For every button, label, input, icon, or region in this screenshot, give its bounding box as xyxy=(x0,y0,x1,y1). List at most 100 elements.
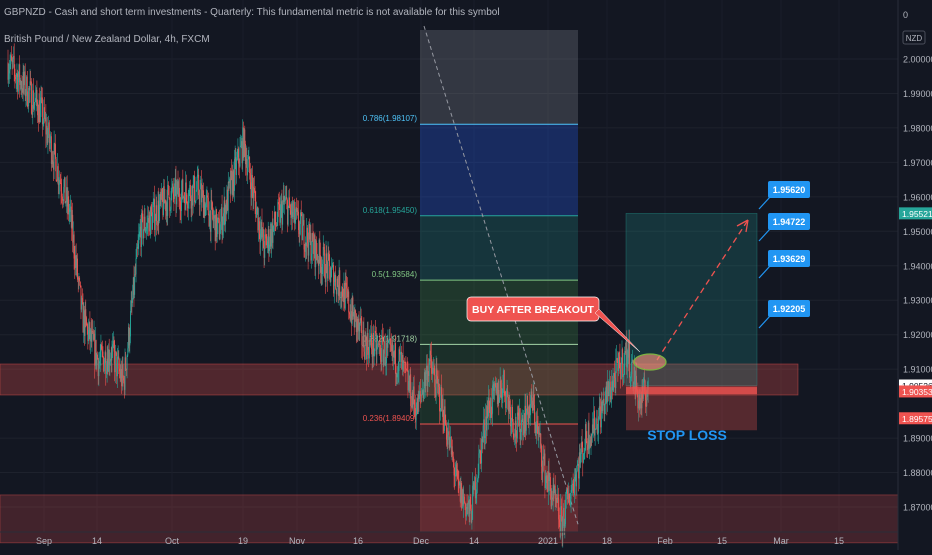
candle-body xyxy=(11,60,13,63)
candle-body xyxy=(364,351,366,360)
candle-body xyxy=(493,383,495,391)
candle-body xyxy=(309,232,311,240)
candle-body xyxy=(432,368,434,370)
candle-body xyxy=(160,194,162,200)
y-tick-label: 1.92000 xyxy=(903,330,932,340)
candle-body xyxy=(578,452,580,479)
candle-body xyxy=(371,349,373,357)
candle-body xyxy=(135,258,137,275)
candle-body xyxy=(611,381,613,391)
candle-body xyxy=(131,300,133,303)
candle-body xyxy=(638,400,639,409)
candle-body xyxy=(465,503,467,517)
candle-body xyxy=(174,179,176,184)
candle-body xyxy=(141,213,143,215)
candle-body xyxy=(554,485,555,494)
candle-body xyxy=(514,420,516,437)
candle-body xyxy=(340,297,341,298)
candle-body xyxy=(300,212,301,224)
candle-body xyxy=(541,466,543,474)
candle-body xyxy=(351,311,352,324)
candle-body xyxy=(634,366,636,395)
candle-body xyxy=(290,210,292,218)
candle-body xyxy=(120,369,122,379)
candle-body xyxy=(580,453,582,464)
candle-body xyxy=(211,200,213,203)
candle-body xyxy=(207,197,209,215)
candle-body xyxy=(89,322,91,342)
candle-body xyxy=(357,318,359,330)
candle-body xyxy=(50,136,52,164)
candle-body xyxy=(538,432,540,435)
candle-body xyxy=(163,186,165,204)
candle-body xyxy=(320,255,321,273)
candle-body xyxy=(318,239,320,266)
candle-body xyxy=(369,340,371,342)
candle-body xyxy=(576,465,578,471)
candle-body xyxy=(571,483,573,485)
candle-body xyxy=(343,283,345,302)
candle-body xyxy=(267,229,269,242)
candle-body xyxy=(248,156,250,160)
candle-body xyxy=(513,433,515,438)
candle-body xyxy=(370,333,372,342)
candle-body xyxy=(200,183,202,203)
candle-body xyxy=(454,475,456,477)
candle-body xyxy=(529,403,531,416)
candle-body xyxy=(515,420,517,437)
candle-body xyxy=(198,195,200,205)
candle-body xyxy=(199,189,201,205)
candle-body xyxy=(115,351,117,353)
candle-body xyxy=(57,166,59,181)
candle-body xyxy=(427,371,429,387)
candle-body xyxy=(356,318,358,332)
candle-body xyxy=(348,291,350,313)
candle-body xyxy=(499,397,500,403)
candle-body xyxy=(378,343,380,345)
candle-body xyxy=(152,212,153,230)
candle-body xyxy=(19,64,21,85)
candle-body xyxy=(365,335,367,343)
candle-body xyxy=(458,479,460,486)
candle-body xyxy=(181,179,183,193)
candle-body xyxy=(189,184,191,191)
chart-title: British Pound / New Zealand Dollar, 4h, … xyxy=(4,34,210,45)
candle-body xyxy=(45,117,47,135)
price-tag-label: 1.95521 xyxy=(902,209,932,219)
candle-body xyxy=(26,76,28,106)
candle-body xyxy=(220,207,222,222)
candle-body xyxy=(503,370,505,383)
candle-body xyxy=(172,183,173,189)
candle-body xyxy=(262,229,264,248)
target-label: 1.92205 xyxy=(773,304,806,314)
candle-body xyxy=(124,357,126,390)
candle-body xyxy=(144,216,146,233)
candle-body xyxy=(426,365,427,375)
candle-body xyxy=(13,55,14,59)
candle-body xyxy=(258,217,260,231)
candle-body xyxy=(273,212,275,226)
candle-body xyxy=(20,80,22,90)
candle-body xyxy=(50,136,52,142)
candle-body xyxy=(172,183,174,195)
candle-body xyxy=(130,311,131,337)
candle-body xyxy=(459,481,460,486)
candle-body xyxy=(335,274,337,289)
candle-body xyxy=(94,340,96,366)
candle-body xyxy=(93,333,95,340)
candle-body xyxy=(347,291,349,298)
candle-body xyxy=(621,349,623,364)
candle-body xyxy=(99,361,100,364)
candle-body xyxy=(205,204,207,216)
target-label: 1.95620 xyxy=(773,185,806,195)
candle-body xyxy=(401,355,403,370)
candle-body xyxy=(26,76,28,95)
candle-body xyxy=(59,179,61,184)
candle-body xyxy=(456,464,458,470)
candle-body xyxy=(241,141,243,164)
candle-body xyxy=(244,129,246,144)
candle-body xyxy=(196,189,198,191)
candle-body xyxy=(178,187,180,197)
candle-body xyxy=(610,395,612,400)
